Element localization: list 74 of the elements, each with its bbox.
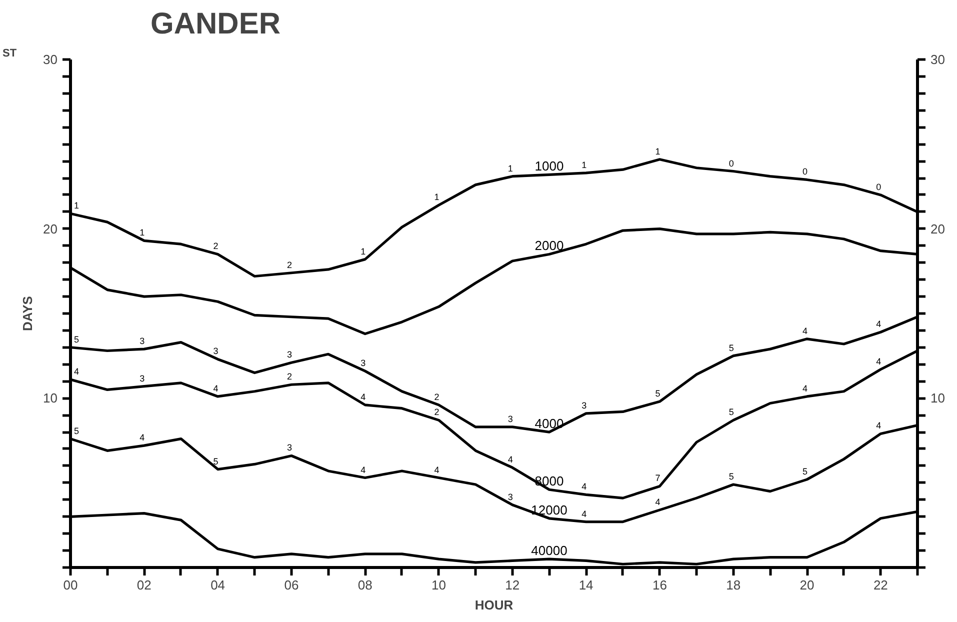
x-tick-label: 06 bbox=[284, 578, 299, 592]
y-axis-title: DAYS bbox=[20, 296, 36, 331]
annotation: 5 bbox=[728, 407, 734, 418]
annotation: 5 bbox=[655, 388, 660, 399]
annotation: 0 bbox=[802, 166, 808, 177]
annotation: 4 bbox=[213, 383, 218, 394]
annotation: 2 bbox=[286, 372, 292, 382]
annotation: 4 bbox=[74, 366, 80, 377]
annotation: 4 bbox=[802, 383, 808, 394]
annotation: 1 bbox=[508, 163, 513, 174]
annotation: 4 bbox=[876, 356, 882, 366]
x-tick-label: 00 bbox=[63, 578, 78, 592]
chart-title: GANDER bbox=[150, 8, 281, 40]
annotation: 1 bbox=[582, 160, 587, 170]
series-label: 40000 bbox=[531, 543, 568, 558]
x-tick-label: 02 bbox=[136, 578, 152, 592]
annotation: 5 bbox=[802, 466, 808, 476]
x-tick-label: 22 bbox=[873, 578, 888, 592]
annotation: 3 bbox=[140, 373, 145, 384]
y2-tick-label: 30 bbox=[930, 52, 945, 67]
x-tick-label: 16 bbox=[652, 578, 667, 592]
annotation: 3 bbox=[286, 350, 292, 360]
y-tick-label: 20 bbox=[43, 221, 58, 236]
y-tick-label: 10 bbox=[43, 390, 58, 406]
annotation: 1 bbox=[74, 200, 80, 211]
annotation: 5 bbox=[213, 456, 218, 466]
x-tick-label: 12 bbox=[505, 578, 520, 592]
series-label: 1000 bbox=[534, 158, 564, 174]
x-tick-label: 14 bbox=[578, 578, 594, 592]
annotation: 3 bbox=[582, 400, 587, 410]
annotation: 3 bbox=[508, 414, 513, 424]
x-tick-label: 08 bbox=[358, 578, 372, 592]
annotation: 3 bbox=[508, 492, 513, 502]
annotation: 1 bbox=[434, 192, 440, 202]
text: ST bbox=[2, 48, 17, 60]
annotation: 2 bbox=[286, 260, 292, 270]
x-tick-label: 04 bbox=[210, 578, 226, 592]
y-tick-label: 30 bbox=[43, 52, 58, 67]
x-tick-label: 20 bbox=[800, 578, 814, 592]
annotation: 3 bbox=[360, 358, 366, 368]
x-tick-label: 18 bbox=[726, 578, 741, 592]
annotation: 5 bbox=[74, 426, 80, 436]
annotation: 4 bbox=[582, 482, 587, 492]
y2-tick-label: 20 bbox=[930, 221, 945, 236]
annotation: 4 bbox=[655, 496, 660, 507]
annotation: 4 bbox=[876, 319, 882, 330]
annotation: 4 bbox=[876, 420, 882, 431]
annotation: 4 bbox=[360, 464, 366, 475]
annotation: 4 bbox=[434, 464, 440, 475]
annotation: 4 bbox=[140, 432, 145, 443]
annotation: 3 bbox=[140, 336, 145, 346]
annotation: 4 bbox=[360, 392, 366, 402]
annotation: 5 bbox=[74, 334, 80, 344]
annotation: 1 bbox=[360, 246, 366, 256]
annotation: 4 bbox=[802, 326, 808, 336]
annotation: 3 bbox=[213, 346, 218, 356]
annotation: 2 bbox=[434, 407, 440, 418]
annotation: 5 bbox=[728, 342, 734, 353]
annotation: 0 bbox=[728, 158, 734, 168]
annotation: 4 bbox=[582, 508, 587, 519]
annotation: 4 bbox=[508, 454, 513, 465]
y2-tick-label: 10 bbox=[930, 390, 945, 406]
annotation: 7 bbox=[655, 473, 660, 484]
annotation: 5 bbox=[728, 472, 734, 482]
annotation: 1 bbox=[655, 146, 660, 156]
x-axis-title: HOUR bbox=[474, 598, 514, 612]
annotation: 3 bbox=[286, 442, 292, 453]
annotation: 2 bbox=[213, 241, 218, 252]
annotation: 2 bbox=[434, 392, 440, 402]
annotation: 1 bbox=[140, 228, 145, 238]
series-label: 2000 bbox=[534, 238, 564, 254]
x-tick-label: 10 bbox=[432, 578, 446, 592]
annotation: 0 bbox=[876, 182, 882, 192]
series-label: 8000 bbox=[534, 474, 564, 489]
